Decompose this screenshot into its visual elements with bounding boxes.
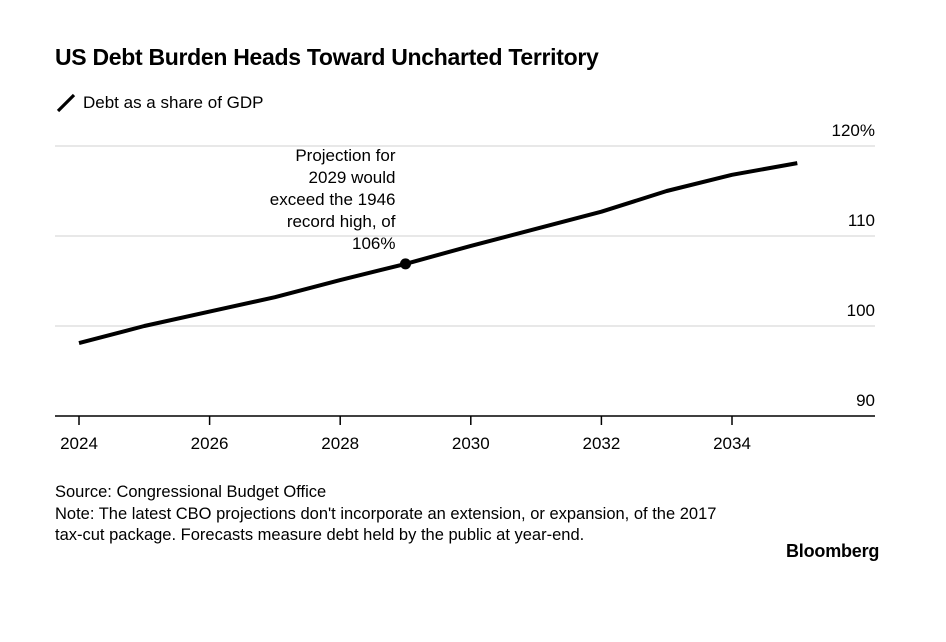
chart-legend: Debt as a share of GDP: [55, 92, 263, 114]
annotation-marker-0: [400, 258, 411, 270]
legend-line-icon: [56, 93, 76, 113]
legend-label: Debt as a share of GDP: [83, 93, 264, 112]
source-note: Source: Congressional Budget Office: [55, 483, 327, 501]
x-tick-label-2034: 2034: [713, 434, 751, 453]
x-tick-label-2024: 2024: [60, 434, 98, 453]
x-tick-label-2028: 2028: [321, 434, 359, 453]
y-tick-label-110: 110: [848, 211, 875, 230]
annotation-text-0: Projection for 2029 would exceed the 1946 r…: [270, 146, 396, 253]
annotation-line-3: record high, of: [287, 212, 396, 231]
x-tick-label-2030: 2030: [452, 434, 490, 453]
series-line-0: [78, 161, 798, 346]
annotation-line-0: Projection for: [295, 146, 395, 165]
annotation-line-1: 2029 would: [309, 168, 396, 187]
x-tick-label-2032: 2032: [582, 434, 620, 453]
annotation-line-2: exceed the 1946: [270, 190, 396, 209]
chart-title: US Debt Burden Heads Toward Uncharted Te…: [55, 44, 599, 70]
annotation-line-4: 106%: [352, 234, 395, 253]
x-tick-label-2026: 2026: [191, 434, 229, 453]
bloomberg-logo: Bloomberg: [786, 541, 880, 561]
y-tick-label-90: 90: [856, 391, 875, 410]
y-tick-label-120: 120%: [832, 121, 875, 140]
chart-footer: Source: Congressional Budget Office Note…: [55, 482, 735, 547]
methodology-note: Note: The latest CBO projections don't i…: [55, 504, 717, 545]
y-tick-label-100: 100: [847, 301, 875, 320]
